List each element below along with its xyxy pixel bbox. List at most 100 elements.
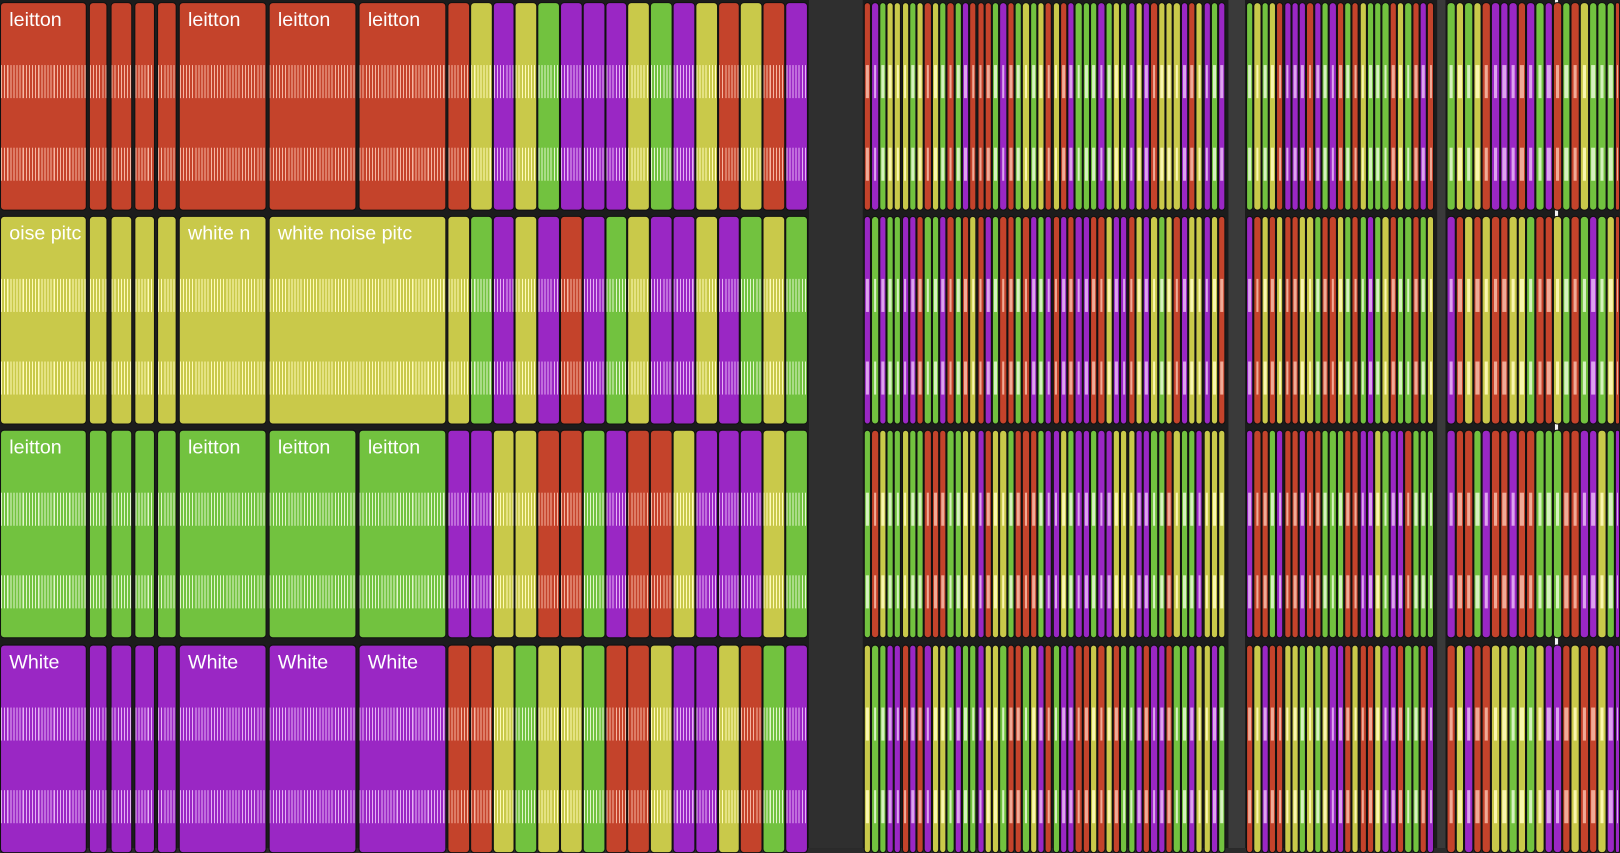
region[interactable] [1336, 644, 1345, 853]
region[interactable] [1180, 215, 1189, 425]
region[interactable] [991, 644, 1000, 853]
region[interactable] [88, 215, 108, 425]
region[interactable] [1359, 2, 1367, 211]
region[interactable] [1082, 429, 1091, 639]
region[interactable] [1455, 429, 1465, 639]
region[interactable] [961, 215, 970, 425]
region[interactable] [1052, 429, 1060, 639]
region[interactable] [627, 429, 651, 639]
region[interactable] [695, 2, 718, 211]
region[interactable] [1203, 429, 1211, 639]
region[interactable] [1007, 429, 1015, 639]
region[interactable] [1253, 644, 1262, 853]
region[interactable] [514, 429, 538, 639]
region[interactable] [1135, 215, 1143, 425]
region[interactable] [1142, 429, 1151, 639]
region[interactable] [999, 2, 1008, 211]
region[interactable] [946, 2, 955, 211]
region[interactable] [1180, 2, 1189, 211]
region[interactable] [1283, 2, 1292, 211]
region[interactable]: leitton [0, 429, 87, 639]
region[interactable] [984, 644, 992, 853]
region[interactable] [1105, 2, 1113, 211]
region[interactable] [1007, 2, 1015, 211]
region[interactable] [672, 2, 696, 211]
region[interactable] [893, 2, 902, 211]
region[interactable] [1404, 215, 1412, 425]
region[interactable] [1218, 429, 1226, 639]
region[interactable] [469, 215, 493, 425]
region[interactable] [1389, 2, 1397, 211]
region[interactable] [605, 215, 628, 425]
region[interactable] [762, 215, 786, 425]
region[interactable] [1517, 644, 1527, 853]
region[interactable] [1321, 429, 1330, 639]
region[interactable] [1044, 429, 1053, 639]
region[interactable] [1044, 215, 1053, 425]
region[interactable] [976, 429, 985, 639]
region[interactable] [88, 644, 108, 853]
region[interactable] [740, 429, 763, 639]
region[interactable] [1261, 2, 1269, 211]
region[interactable] [1253, 215, 1262, 425]
region[interactable] [1120, 644, 1128, 853]
region[interactable] [1135, 644, 1143, 853]
region[interactable] [1597, 429, 1607, 639]
region[interactable] [1455, 215, 1465, 425]
region[interactable] [1490, 2, 1500, 211]
region[interactable] [1298, 215, 1307, 425]
region[interactable] [717, 215, 741, 425]
region[interactable] [1351, 429, 1360, 639]
region[interactable] [1490, 644, 1500, 853]
region[interactable] [1059, 429, 1068, 639]
region[interactable] [559, 215, 583, 425]
region[interactable] [537, 429, 560, 639]
region[interactable] [1097, 644, 1106, 853]
region[interactable] [924, 644, 932, 853]
region[interactable] [954, 215, 962, 425]
region[interactable] [1172, 644, 1181, 853]
region[interactable] [1508, 429, 1518, 639]
region[interactable] [1579, 215, 1589, 425]
region[interactable] [650, 429, 673, 639]
region[interactable] [901, 215, 910, 425]
region[interactable] [1044, 2, 1053, 211]
region[interactable] [1561, 644, 1571, 853]
region[interactable] [740, 644, 763, 853]
region[interactable] [1419, 2, 1428, 211]
region[interactable] [909, 429, 917, 639]
region[interactable] [1291, 644, 1299, 853]
region[interactable] [1366, 644, 1375, 853]
region[interactable] [1366, 2, 1375, 211]
region[interactable] [1268, 644, 1277, 853]
region[interactable] [1464, 429, 1474, 639]
region[interactable] [1120, 2, 1128, 211]
region[interactable] [785, 429, 808, 639]
region[interactable] [863, 2, 872, 211]
region[interactable] [469, 429, 493, 639]
region[interactable] [1499, 429, 1509, 639]
region[interactable] [1427, 215, 1435, 425]
region[interactable] [1022, 429, 1030, 639]
region[interactable] [492, 2, 515, 211]
region[interactable] [1203, 2, 1211, 211]
region[interactable] [931, 2, 940, 211]
region[interactable] [492, 429, 515, 639]
region[interactable] [1374, 429, 1382, 639]
region[interactable] [1381, 429, 1390, 639]
region[interactable] [984, 2, 992, 211]
region[interactable] [1306, 2, 1314, 211]
region[interactable] [1455, 644, 1465, 853]
region[interactable] [1246, 2, 1254, 211]
region[interactable] [1553, 215, 1562, 425]
region[interactable] [1150, 215, 1158, 425]
region[interactable] [717, 429, 741, 639]
region[interactable] [1473, 429, 1483, 639]
region[interactable] [1097, 429, 1106, 639]
region[interactable] [1606, 215, 1616, 425]
region[interactable] [672, 644, 696, 853]
region[interactable] [991, 215, 1000, 425]
region[interactable] [1570, 215, 1580, 425]
region[interactable] [1427, 2, 1435, 211]
region[interactable] [1268, 429, 1277, 639]
